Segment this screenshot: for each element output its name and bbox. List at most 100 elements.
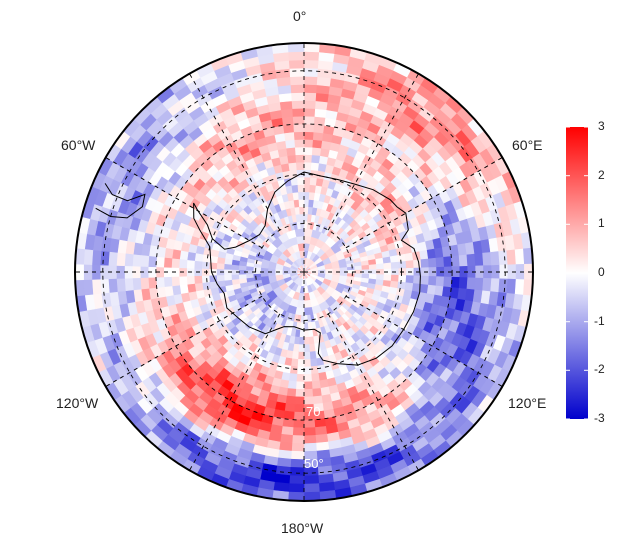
latitude-circle [155, 123, 453, 421]
field-cell [288, 161, 298, 171]
field-cell [310, 365, 319, 375]
field-cell [312, 139, 323, 149]
field-cell [313, 418, 327, 428]
field-cell [292, 191, 300, 201]
field-cell [482, 252, 492, 267]
field-cell [194, 282, 204, 292]
field-cell [279, 433, 293, 444]
meridian-line [105, 157, 263, 249]
field-cell [83, 279, 94, 296]
field-cell [303, 359, 311, 368]
field-cell [450, 255, 461, 268]
field-cell [171, 276, 180, 287]
field-cell [294, 396, 305, 406]
field-cell [303, 388, 314, 398]
field-cell [288, 475, 305, 485]
field-cell [288, 51, 305, 61]
field-cell [405, 260, 415, 269]
field-cell [286, 146, 297, 156]
field-cell [116, 252, 126, 267]
field-cell [382, 256, 392, 264]
field-cell [178, 258, 188, 269]
field-cell [296, 366, 305, 375]
meridian-line [345, 157, 503, 249]
field-cell [390, 261, 400, 270]
field-cell [284, 403, 296, 413]
field-cell [230, 273, 240, 280]
field-cell [155, 256, 165, 268]
field-cell [303, 366, 312, 375]
antarctica-coastline [193, 171, 421, 366]
field-cell [295, 154, 305, 163]
field-cell [311, 380, 321, 390]
field-cell [289, 75, 305, 86]
field-cell [107, 278, 118, 293]
field-cell [289, 466, 305, 477]
field-cell [193, 260, 203, 269]
field-cell [139, 277, 150, 290]
field-cell [171, 257, 180, 268]
field-cell [288, 373, 298, 383]
field-cell [287, 43, 305, 53]
field-cell [303, 131, 315, 140]
field-cell [286, 388, 297, 398]
field-cell [303, 307, 314, 316]
field-cell [116, 277, 126, 292]
field-cell [293, 411, 305, 421]
field-cell [208, 261, 218, 270]
field-cell [201, 260, 210, 270]
meridian-line [189, 313, 281, 471]
field-cell [303, 92, 317, 102]
field-cell [155, 276, 165, 288]
field-cell [315, 433, 329, 444]
field-cell [303, 161, 313, 171]
field-cell [280, 108, 294, 118]
field-cell [99, 250, 110, 266]
field-cell [303, 351, 311, 360]
lon-label-0: 0° [293, 8, 307, 24]
field-cell [132, 277, 142, 291]
field-cell [289, 458, 305, 469]
field-cell [405, 275, 415, 284]
field-cell [295, 373, 305, 383]
field-cell [490, 278, 501, 293]
field-cell [311, 154, 321, 164]
field-cell [313, 123, 325, 134]
field-cell [303, 123, 315, 133]
field-cell [311, 146, 322, 156]
field-cell [383, 262, 392, 270]
field-cell [281, 418, 295, 428]
field-cell [303, 176, 311, 185]
field-cell [310, 161, 320, 171]
field-cell [245, 273, 254, 279]
field-cell [223, 274, 232, 281]
field-cell [389, 255, 399, 264]
lon-label-120w: 120°W [56, 395, 99, 411]
field-cell [466, 253, 476, 267]
field-cell [297, 176, 305, 185]
field-cell [238, 273, 247, 280]
field-cell [91, 249, 102, 266]
field-cell [295, 381, 305, 390]
field-cell [312, 131, 324, 141]
field-cell [292, 107, 305, 117]
field-cell [309, 351, 317, 360]
field-cell [303, 191, 310, 200]
meridian-line [189, 73, 281, 231]
field-cell [290, 83, 305, 94]
field-cell [311, 388, 322, 398]
lon-label-120e: 120°E [508, 395, 547, 411]
field-cell [298, 344, 305, 353]
field-cell [124, 252, 134, 267]
field-cell [285, 395, 296, 405]
field-cell [193, 275, 203, 284]
field-cell [83, 248, 94, 265]
field-cell [482, 277, 492, 292]
colorbar-tick-label: -3 [594, 411, 605, 425]
field-cell [303, 198, 310, 208]
lat-label-70: 70 [306, 404, 321, 419]
field-cell [303, 115, 316, 125]
field-cell [303, 51, 320, 61]
field-cell [147, 276, 158, 289]
field-cell [292, 419, 305, 429]
